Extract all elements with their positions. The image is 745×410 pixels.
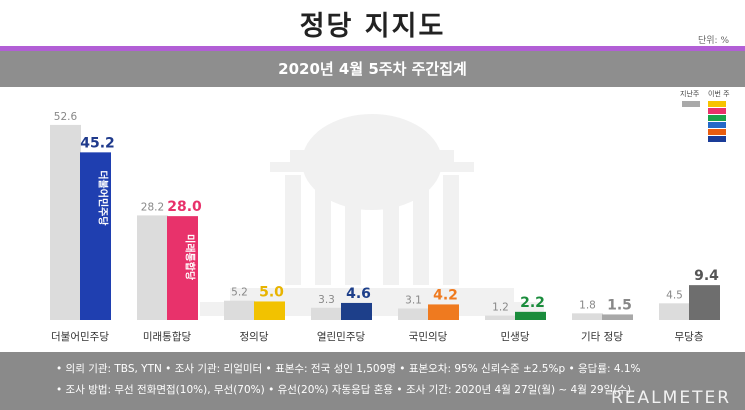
unit-label: 단위: % xyxy=(697,36,729,46)
value-label-current: 4.2 xyxy=(433,287,458,303)
bar-current xyxy=(689,285,720,320)
brand-logo: REALMETER xyxy=(611,388,731,408)
legend-cur-swatch xyxy=(708,122,726,128)
party-logo-text: 더불어민주당 xyxy=(97,170,110,226)
category-label: 정의당 xyxy=(240,331,269,343)
legend-cur-swatch xyxy=(708,129,726,135)
value-label-prev: 52.6 xyxy=(54,111,78,123)
value-label-current: 1.5 xyxy=(607,297,632,313)
bar-prev xyxy=(50,124,81,320)
category-label: 열린민주당 xyxy=(317,331,366,343)
survey-info-line-2: • 조사 방법: 무선 전화면접(10%), 무선(70%) • 유선(20%)… xyxy=(56,384,632,396)
bar-prev xyxy=(485,315,516,320)
value-label-prev: 1.8 xyxy=(579,299,596,311)
legend-prev-swatch xyxy=(682,101,700,107)
value-label-current: 45.2 xyxy=(80,135,115,151)
value-label-current: 9.4 xyxy=(694,268,719,284)
category-label: 민생당 xyxy=(501,331,530,343)
category-label: 미래통합당 xyxy=(143,331,192,343)
bar-current xyxy=(167,216,198,320)
legend-cur-swatch xyxy=(708,136,726,142)
survey-info-line-1: • 의뢰 기관: TBS, YTN • 조사 기관: 리얼미터 • 표본수: 전… xyxy=(56,363,641,375)
accent-line xyxy=(0,46,745,51)
subtitle-bar: 2020년 4월 5주차 주간집계 xyxy=(0,51,745,87)
bar-current xyxy=(515,311,546,320)
category-label: 기타 정당 xyxy=(581,331,623,343)
value-label-prev: 4.5 xyxy=(666,289,683,301)
bar-prev xyxy=(398,308,429,320)
value-label-prev: 28.2 xyxy=(141,201,164,213)
building-watermark xyxy=(200,114,544,316)
bar-prev xyxy=(659,303,690,320)
bar-current xyxy=(254,301,285,320)
category-label: 무당층 xyxy=(675,331,704,343)
bar-current xyxy=(341,302,372,320)
legend-cur-label: 이번 주 xyxy=(708,90,730,98)
bar-current xyxy=(428,304,459,320)
legend-cur-swatch xyxy=(708,101,726,107)
page-title: 정당 지지도 xyxy=(299,11,446,42)
bar-current xyxy=(80,152,111,320)
category-label: 국민의당 xyxy=(409,331,448,343)
value-label-prev: 1.2 xyxy=(492,302,509,314)
value-label-prev: 3.1 xyxy=(405,295,422,307)
value-label-current: 5.0 xyxy=(259,284,284,300)
bar-prev xyxy=(224,300,255,320)
value-label-current: 4.6 xyxy=(346,286,371,302)
legend-cur-swatch xyxy=(708,115,726,121)
value-label-prev: 3.3 xyxy=(318,294,335,306)
bar-prev xyxy=(137,215,168,320)
value-label-prev: 5.2 xyxy=(231,287,248,299)
survey-footer: • 의뢰 기관: TBS, YTN • 조사 기관: 리얼미터 • 표본수: 전… xyxy=(0,352,745,410)
value-label-current: 28.0 xyxy=(167,199,202,215)
legend: 지난주 이번 주 xyxy=(672,89,736,153)
bar-prev xyxy=(311,307,342,320)
legend-cur-swatch xyxy=(708,108,726,114)
value-label-current: 2.2 xyxy=(520,295,545,311)
party-logo-text: 미래통합당 xyxy=(184,234,197,281)
bar-prev xyxy=(572,313,603,320)
category-label: 더불어민주당 xyxy=(51,331,109,343)
legend-prev-label: 지난주 xyxy=(680,90,700,98)
bar-current xyxy=(602,314,633,320)
